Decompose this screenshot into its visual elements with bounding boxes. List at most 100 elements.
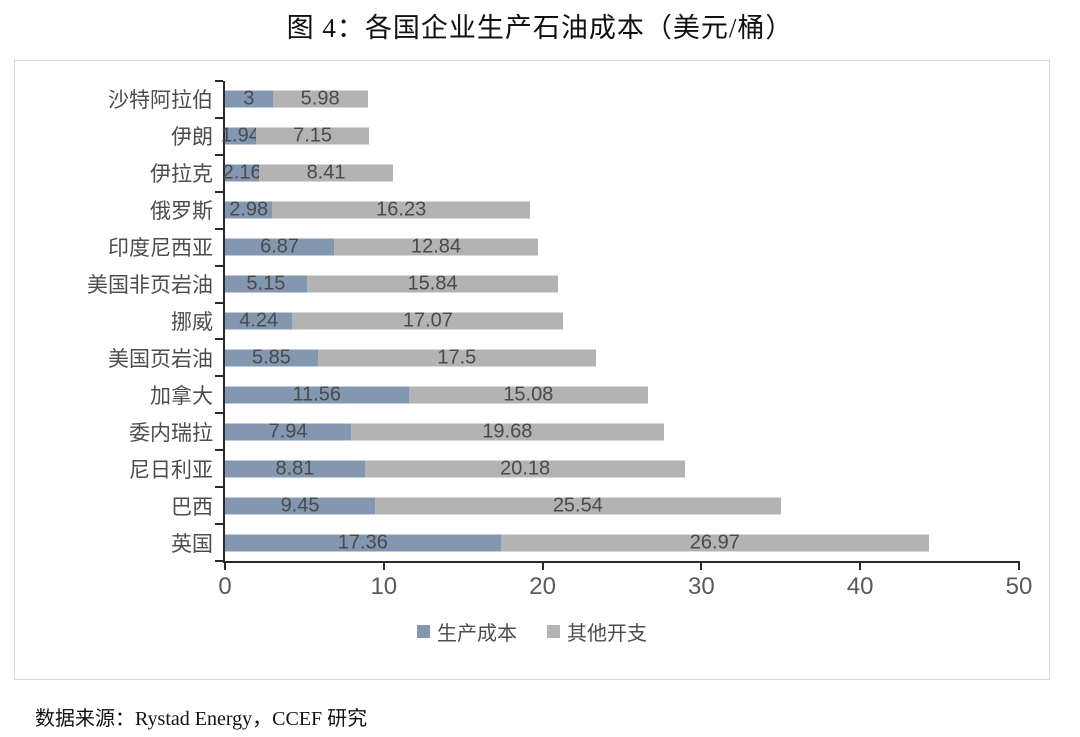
value-label-other-expenses: 25.54 — [552, 494, 603, 517]
bar-row: 委内瑞拉 7.94 19.68 — [129, 413, 1019, 450]
y-axis-tick — [215, 227, 223, 230]
value-label-other-expenses: 5.98 — [300, 87, 340, 110]
y-axis-tick — [215, 449, 223, 452]
x-axis-tick — [224, 561, 226, 570]
value-label-production-cost: 5.85 — [251, 346, 291, 369]
category-label: 美国页岩油 — [108, 347, 213, 371]
category-label: 俄罗斯 — [150, 200, 213, 224]
value-label-production-cost: 4.24 — [239, 309, 279, 332]
bar-segment-other-expenses — [255, 127, 370, 145]
bar-segment-production-cost — [225, 423, 352, 441]
x-axis-tick — [859, 561, 862, 570]
legend-swatch-production-cost — [417, 625, 430, 638]
chart-frame: 沙特阿拉伯 3 5.98 伊朗 1.94 7.15 伊拉克 2.16 8.41 俄罗斯 2.98 16… — [14, 60, 1050, 680]
bar-row: 挪威 4.24 17.07 — [171, 303, 1019, 340]
category-label: 沙特阿拉伯 — [108, 89, 213, 113]
bar-segment-other-expenses — [408, 386, 649, 404]
bar-segment-other-expenses — [272, 201, 531, 219]
value-label-production-cost: 5.15 — [246, 272, 286, 295]
value-label-production-cost: 8.81 — [275, 457, 315, 480]
x-axis-tick-label: 0 — [218, 573, 232, 600]
category-label: 加拿大 — [150, 384, 213, 408]
value-label-production-cost: 2.16 — [222, 161, 262, 184]
x-axis-tick-label: 20 — [529, 573, 556, 600]
bar-segment-production-cost — [225, 238, 335, 256]
bar-row: 美国非页岩油 5.15 15.84 — [87, 266, 1019, 303]
value-label-production-cost: 9.45 — [280, 494, 320, 517]
bar-segment-production-cost — [225, 127, 256, 145]
value-label-other-expenses: 16.23 — [376, 198, 427, 221]
value-label-production-cost: 7.94 — [268, 420, 308, 443]
category-label: 伊朗 — [171, 126, 213, 150]
x-axis-tick — [1018, 561, 1020, 570]
category-label: 巴西 — [171, 495, 213, 519]
bar-segment-production-cost — [225, 386, 409, 404]
chart-title: 图 4：各国企业生产石油成本（美元/桶） — [286, 13, 794, 43]
bar-segment-other-expenses — [317, 349, 596, 367]
x-axis-tick — [700, 561, 703, 570]
bar-row: 印度尼西亚 6.87 12.84 — [108, 229, 1019, 266]
value-label-production-cost: 17.36 — [337, 531, 388, 554]
bar-row: 英国 17.36 26.97 — [171, 524, 1019, 561]
y-axis-tick — [215, 301, 223, 304]
y-axis-tick — [215, 116, 223, 119]
bar-segment-other-expenses — [292, 312, 564, 330]
y-axis-tick — [215, 153, 223, 156]
bar-row: 美国页岩油 5.85 17.5 — [108, 339, 1019, 376]
category-label: 英国 — [171, 532, 213, 556]
bar-segment-other-expenses — [306, 275, 559, 293]
bar-row: 尼日利亚 8.81 20.18 — [129, 450, 1019, 487]
value-label-other-expenses: 8.41 — [306, 161, 346, 184]
y-axis-tick — [215, 412, 223, 415]
value-label-production-cost: 3 — [243, 87, 255, 110]
bar-segment-other-expenses — [500, 534, 929, 552]
chart-legend: 生产成本 其他开支 — [15, 617, 1049, 646]
value-label-other-expenses: 15.08 — [503, 383, 554, 406]
x-axis-tick — [541, 561, 544, 570]
bar-segment-other-expenses — [375, 497, 781, 515]
x-axis-tick-label: 10 — [370, 573, 398, 600]
y-axis-tick — [215, 338, 223, 341]
legend-label-other-expenses: 其他开支 — [567, 623, 647, 645]
value-label-production-cost: 11.56 — [292, 383, 342, 406]
category-label: 美国非页岩油 — [87, 274, 213, 298]
bar-row: 伊朗 1.94 7.15 — [171, 118, 1019, 155]
value-label-other-expenses: 17.5 — [437, 346, 477, 369]
y-axis-tick — [215, 80, 223, 82]
bar-row: 加拿大 11.56 15.08 — [150, 376, 1019, 413]
legend-item-other-expenses: 其他开支 — [547, 617, 647, 646]
legend-label-production-cost: 生产成本 — [437, 623, 517, 645]
category-label: 委内瑞拉 — [129, 421, 213, 445]
bar-segment-other-expenses — [364, 460, 686, 478]
bar-segment-production-cost — [225, 534, 501, 552]
x-axis-tick-label: 50 — [1005, 573, 1033, 600]
value-label-other-expenses: 20.18 — [500, 457, 551, 480]
category-label: 挪威 — [171, 310, 213, 334]
category-label: 印度尼西亚 — [108, 237, 213, 261]
value-label-production-cost: 2.98 — [229, 198, 269, 221]
y-axis-tick — [215, 375, 223, 378]
x-axis-tick — [382, 561, 385, 570]
y-axis-tick — [215, 190, 223, 193]
bar-segment-production-cost — [225, 349, 318, 367]
bar-segment-other-expenses — [351, 423, 664, 441]
bar-segment-other-expenses — [334, 238, 538, 256]
x-axis-tick-label: 40 — [846, 573, 874, 600]
x-axis-tick-label: 30 — [688, 573, 715, 600]
bar-segment-production-cost — [225, 497, 376, 515]
y-axis-tick — [215, 486, 223, 489]
bar-segment-production-cost — [225, 460, 365, 478]
bar-row: 俄罗斯 2.98 16.23 — [150, 192, 1019, 229]
value-label-other-expenses: 17.07 — [402, 309, 453, 332]
bar-segment-other-expenses — [259, 164, 393, 182]
legend-swatch-other-expenses — [547, 625, 560, 638]
bar-segment-production-cost — [225, 164, 260, 182]
plot-area: 沙特阿拉伯 3 5.98 伊朗 1.94 7.15 伊拉克 2.16 8.41 俄罗斯 2.98 16… — [87, 80, 1032, 600]
value-label-other-expenses: 26.97 — [689, 531, 740, 554]
bar-segment-production-cost — [225, 275, 307, 293]
value-label-other-expenses: 15.84 — [407, 272, 458, 295]
value-label-other-expenses: 12.84 — [411, 235, 462, 258]
y-axis-tick — [215, 560, 223, 562]
category-label: 伊拉克 — [150, 163, 213, 187]
